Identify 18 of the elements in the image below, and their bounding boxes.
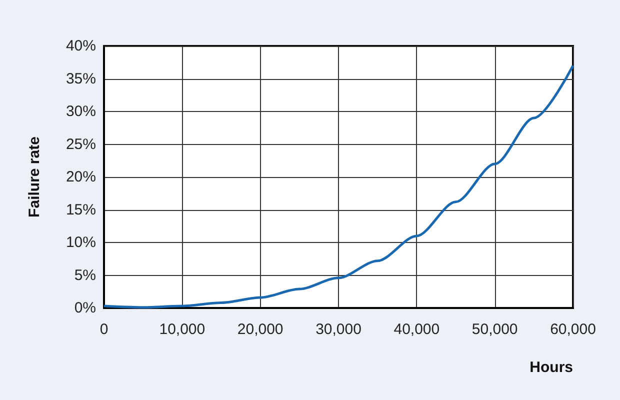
x-tick-label: 0 [100, 321, 108, 338]
x-tick-label: 20,000 [237, 321, 284, 338]
y-tick-label: 15% [66, 201, 96, 218]
y-tick-label: 40% [66, 38, 96, 54]
y-axis-title: Failure rate [26, 136, 43, 218]
x-tick-label: 60,000 [550, 321, 596, 338]
y-tick-label: 35% [66, 70, 96, 88]
x-tick-label: 40,000 [394, 321, 440, 338]
x-tick-label: 10,000 [159, 321, 206, 338]
y-tick-label: 5% [74, 266, 96, 284]
x-axis-title: Hours [530, 359, 573, 376]
y-tick-label: 10% [66, 234, 96, 251]
y-tick-label: 20% [66, 168, 96, 186]
x-tick-label: 50,000 [472, 321, 518, 338]
y-tick-label: 25% [66, 136, 96, 153]
x-tick-label: 30,000 [316, 321, 362, 338]
y-tick-label: 0% [74, 300, 96, 316]
y-tick-label: 30% [66, 103, 96, 120]
